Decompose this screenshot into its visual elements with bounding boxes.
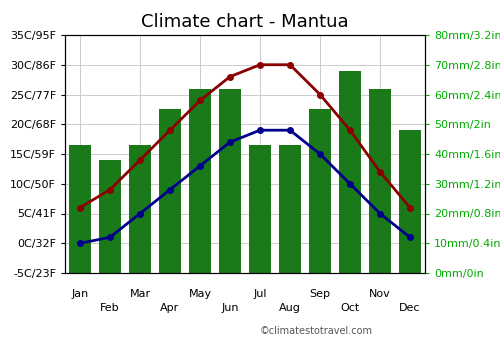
Text: Sep: Sep [310,289,330,299]
Bar [69,145,91,273]
Text: Aug: Aug [279,303,301,313]
Bar [279,145,301,273]
Bar [219,89,241,273]
Bar [249,145,271,273]
Bar [129,145,151,273]
Bar [399,130,421,273]
Bar [159,109,181,273]
Bar [99,160,121,273]
Title: Climate chart - Mantua: Climate chart - Mantua [141,13,349,31]
Bar [339,71,361,273]
Bar [369,89,391,273]
Text: Dec: Dec [399,303,421,313]
Text: May: May [188,289,212,299]
Text: Feb: Feb [100,303,120,313]
Text: Jan: Jan [72,289,88,299]
Bar [309,109,331,273]
Text: Oct: Oct [340,303,359,313]
Bar [189,89,211,273]
Text: Jul: Jul [254,289,267,299]
Text: ©climatestotravel.com: ©climatestotravel.com [260,326,373,336]
Text: Jun: Jun [221,303,239,313]
Text: Apr: Apr [160,303,180,313]
Text: Nov: Nov [369,289,391,299]
Text: Mar: Mar [130,289,150,299]
